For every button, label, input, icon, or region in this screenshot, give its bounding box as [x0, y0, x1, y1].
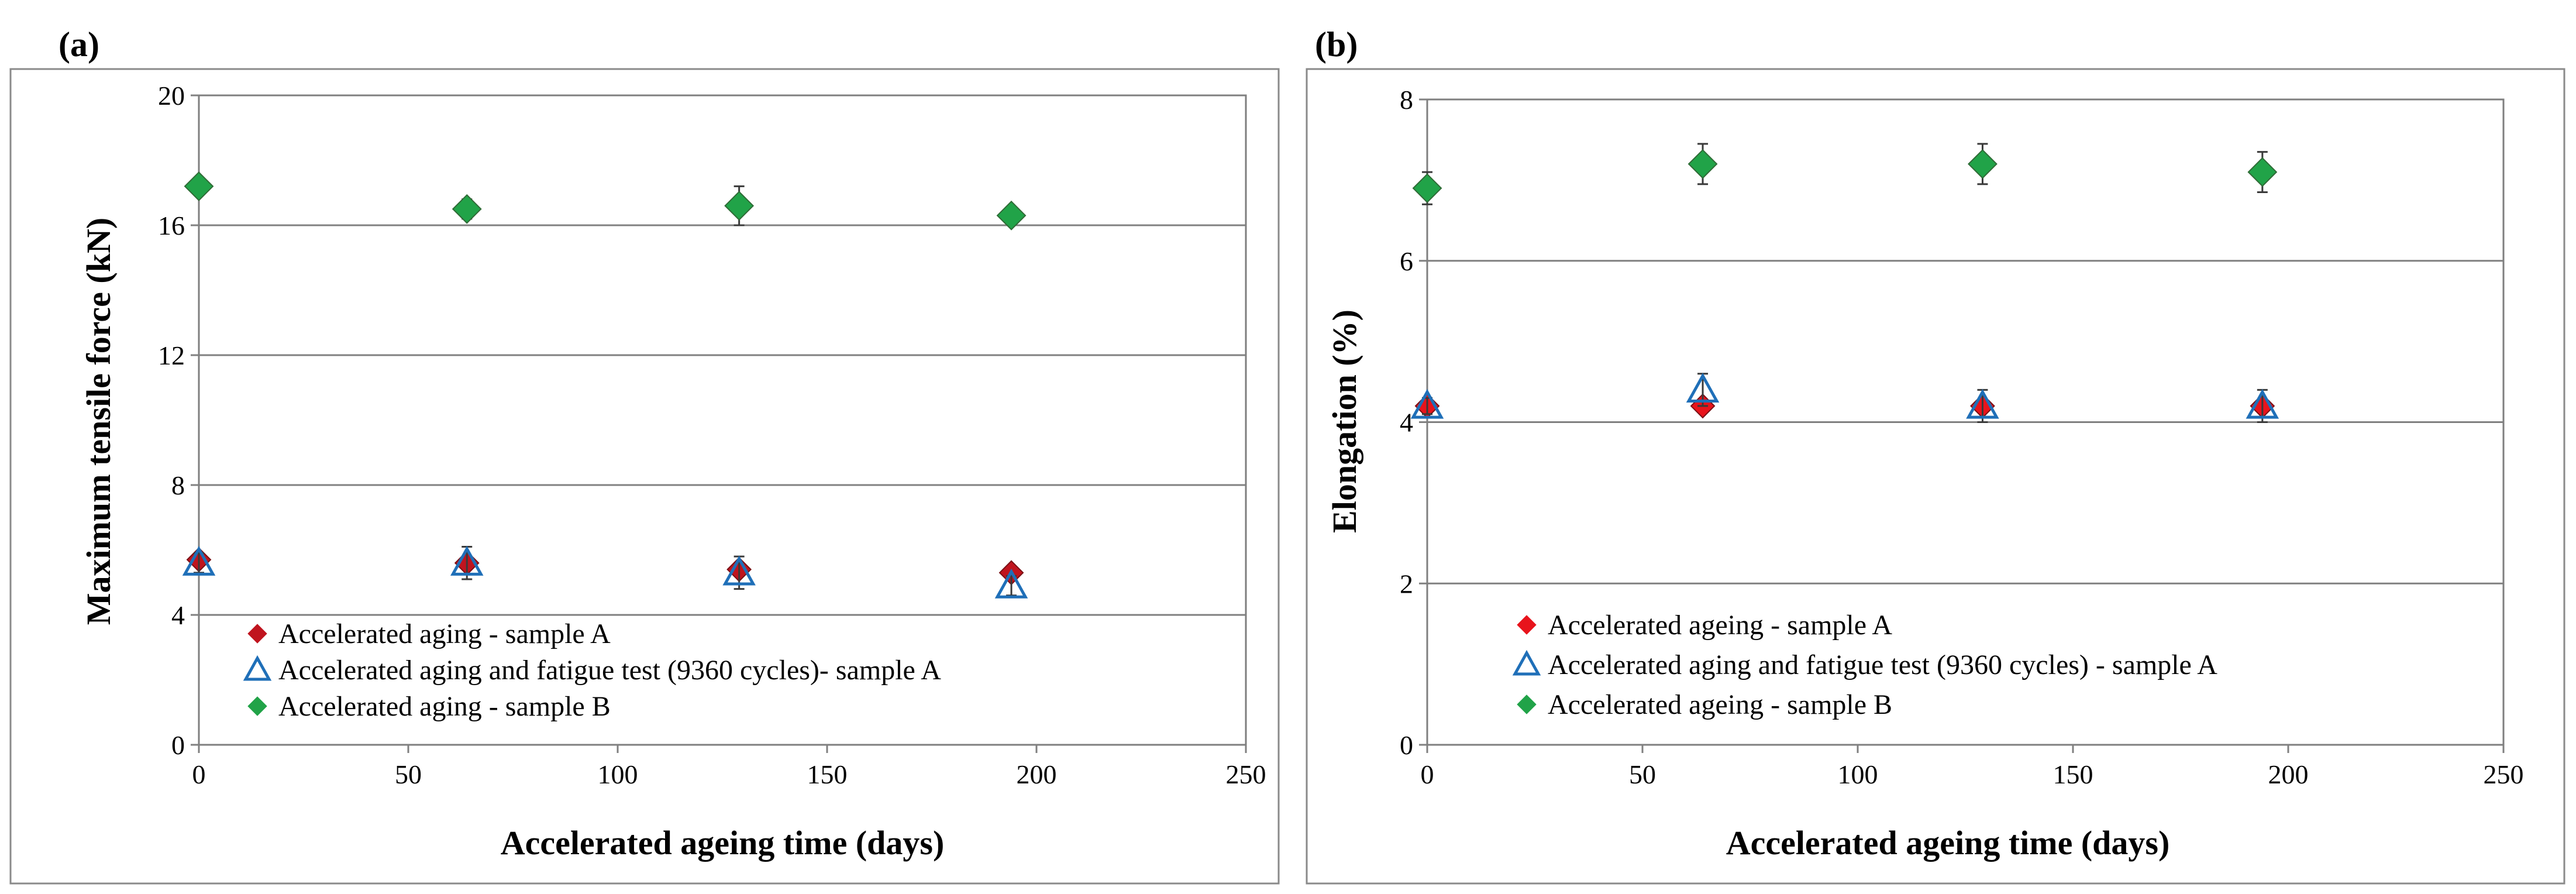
panel-a-legend-label-3: Accelerated aging - sample B [278, 691, 611, 722]
panel-a-label: (a) [58, 25, 99, 64]
panel-b-frame [1306, 68, 2565, 885]
panel-a-series-2-point [994, 568, 1028, 599]
panel-b-series-2-point [1686, 373, 1720, 403]
panel-a-series-2-point [722, 555, 756, 586]
panel-a-series-3-point [184, 171, 214, 201]
panel-a-y-tick-label: 0 [171, 730, 185, 760]
panel-b-series-3-point [2247, 157, 2278, 187]
panel-a-legend-marker-1 [247, 624, 267, 644]
panel-a-y-tick-label: 12 [158, 341, 185, 370]
panel-b-y-tick-label: 6 [1400, 246, 1413, 276]
panel-a-plot-area [198, 94, 1247, 746]
panel-b-legend-label-1: Accelerated ageing - sample A [1548, 610, 1892, 641]
panel-a-series-3-point [996, 200, 1027, 231]
panel-b-series-2-point [1966, 388, 1999, 419]
panel-a-y-tick-label: 20 [158, 81, 185, 111]
panel-a-legend-marker-2 [243, 655, 272, 681]
panel-b-series-3-point [1412, 173, 1442, 204]
panel-b-y-tick-label: 4 [1400, 408, 1413, 438]
panel-b-label: (b) [1315, 25, 1358, 64]
panel-a-x-tick-label: 150 [807, 759, 848, 789]
panel-b-x-tick-label: 0 [1421, 759, 1434, 789]
panel-a-x-tick-label: 50 [395, 759, 422, 789]
panel-b-plot: 0 2 4 6 8 0 50 100 150 200 250 Accelerated ageing -… [1400, 85, 2524, 789]
panel-a-x-tick-label: 250 [1226, 759, 1266, 789]
panel-a-x-tick-label: 200 [1017, 759, 1057, 789]
panel-a-legend-label-1: Accelerated aging - sample A [278, 618, 611, 649]
panel-b-legend-label-3: Accelerated ageing - sample B [1548, 689, 1892, 720]
panel-a-frame [9, 68, 1280, 885]
panel-b-y-tick-label: 8 [1400, 85, 1413, 115]
panel-b-x-tick-label: 200 [2268, 759, 2309, 789]
panel-b-legend-label-2: Accelerated aging and fatigue test (9360… [1548, 649, 2217, 680]
panel-a-series-2-point [450, 546, 484, 576]
panel-b-x-tick-label: 100 [1838, 759, 1878, 789]
panel-b-legend-marker-1 [1517, 615, 1537, 635]
panel-a-y-tick-label: 16 [158, 211, 185, 240]
panel-b-y-tick-label: 2 [1400, 569, 1413, 599]
panel-b-x-tick-label: 250 [2484, 759, 2524, 789]
panel-a-y-axis-title: Maximum tensile force (kN) [80, 218, 118, 625]
panel-b-y-axis-title: Elongation (%) [1325, 310, 1363, 533]
panel-b-x-tick-label: 150 [2053, 759, 2093, 789]
panel-b: (b) 0 2 4 6 8 0 50 100 150 200 250 Accelerated agei… [1306, 25, 2565, 885]
panel-a-x-axis-title: Accelerated ageing time (days) [501, 824, 945, 862]
panel-a-x-tick-label: 0 [192, 759, 206, 789]
panel-a-x-tick-label: 100 [598, 759, 638, 789]
panel-b-series-2-point [2246, 388, 2279, 419]
panel-a-legend-label-2: Accelerated aging and fatigue test (9360… [278, 655, 941, 686]
panel-b-x-axis-title: Accelerated ageing time (days) [1726, 824, 2170, 862]
panel-a-series-2-point [182, 546, 216, 576]
panel-a-series-3-point [452, 194, 482, 224]
panel-a-legend-marker-3 [247, 696, 267, 716]
panel-b-series-3-point [1688, 149, 1718, 179]
panel-b-series-3-point [1968, 149, 1998, 179]
panel-a-y-tick-label: 4 [171, 600, 185, 630]
panel-b-series-2-point [1410, 388, 1444, 419]
panel-b-legend-marker-2 [1512, 649, 1541, 676]
panel-b-x-tick-label: 50 [1629, 759, 1656, 789]
panel-b-y-tick-label: 0 [1400, 730, 1413, 760]
panel-a-series-3-point [724, 191, 755, 221]
panel-b-legend-marker-3 [1517, 694, 1537, 714]
panel-a-y-tick-label: 8 [171, 470, 185, 500]
